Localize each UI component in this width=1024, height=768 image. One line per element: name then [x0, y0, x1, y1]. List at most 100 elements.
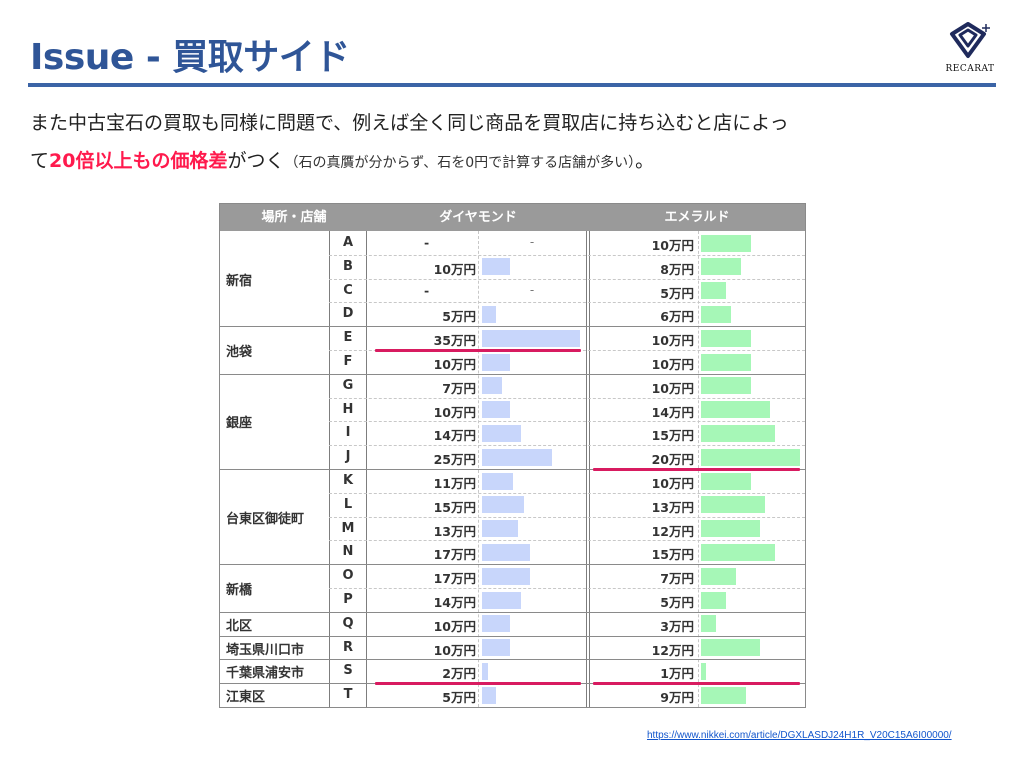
diamond-bar	[482, 353, 510, 371]
shop-label: L	[343, 496, 353, 512]
row-divider	[329, 516, 805, 518]
source-link[interactable]: https://www.nikkei.com/article/DGXLASDJ2…	[647, 730, 952, 741]
area-label: 台東区御徒町	[226, 511, 305, 527]
diamond-price: 35万円	[433, 333, 476, 349]
diamond-bar	[482, 258, 510, 276]
recarat-logo: RECARAT	[940, 22, 1000, 78]
shop-label: A	[342, 235, 354, 250]
diamond-bar-empty: -	[529, 282, 535, 297]
row-divider	[220, 373, 805, 375]
shop-label: P	[343, 592, 353, 607]
shop-label: J	[345, 449, 351, 465]
emerald-bar	[701, 520, 761, 538]
diamond-price: 15万円	[433, 499, 476, 515]
body-text-note: （石の真贋が分からず、石を0円で計算する店舗が多い）	[284, 155, 636, 171]
diamond-bar	[482, 329, 580, 347]
area-label: 千葉県浦安市	[226, 666, 305, 682]
emerald-bar	[701, 329, 751, 347]
body-text-line-1: また中古宝石の買取も同様に問題で、例えば全く同じ商品を買取店に持ち込むと店によっ	[30, 112, 789, 134]
emerald-bar	[701, 282, 726, 300]
row-divider	[329, 278, 805, 280]
shop-label: B	[343, 258, 353, 274]
emerald-bar	[701, 591, 726, 609]
diamond-bar	[482, 520, 519, 538]
diamond-bar-empty: -	[529, 235, 535, 249]
diamond-bar	[482, 496, 524, 514]
row-divider	[220, 611, 805, 613]
diamond-highlight-line	[375, 348, 581, 352]
shop-label: G	[342, 377, 354, 393]
diamond-bar	[482, 377, 502, 395]
emerald-price: 5万円	[660, 595, 694, 610]
diamond-bar	[482, 424, 522, 442]
diamond-price: -	[424, 282, 430, 298]
row-divider	[220, 326, 805, 328]
diamond-bar	[482, 567, 530, 585]
emerald-price: 9万円	[660, 690, 694, 706]
diamond-bar	[482, 639, 510, 657]
emerald-price: 12万円	[651, 642, 694, 658]
diamond-price: 14万円	[433, 595, 476, 610]
emerald-bar	[701, 662, 706, 680]
diamond-bar	[482, 472, 513, 490]
header-diamond: ダイヤモンド	[439, 210, 517, 225]
diamond-price: 10万円	[433, 357, 476, 372]
shop-label: T	[343, 687, 353, 703]
emerald-price: 10万円	[651, 238, 694, 253]
diamond-price: 2万円	[442, 666, 476, 682]
emerald-price: 7万円	[660, 571, 694, 587]
price-comparison-table: 場所・店舗 ダイヤモンド エメラルド 新宿 池袋 銀座 台東区御徒町 新橋 北区 埼玉県川口…	[219, 203, 806, 708]
row-divider	[329, 445, 805, 447]
emerald-price: 10万円	[651, 380, 694, 396]
diamond-price: 10万円	[433, 261, 476, 277]
emerald-price: 3万円	[660, 618, 694, 634]
area-label: 新宿	[226, 273, 253, 289]
area-label: 池袋	[226, 345, 253, 360]
shop-label: D	[342, 306, 354, 322]
diamond-bar	[482, 543, 530, 561]
body-text-prefix: て	[30, 150, 50, 172]
diamond-price: 10万円	[433, 642, 476, 658]
diamond-price: -	[424, 235, 430, 250]
shop-label: S	[343, 663, 353, 679]
diamond-bar	[482, 305, 496, 323]
emerald-bar	[701, 615, 716, 633]
emerald-price: 15万円	[651, 547, 694, 563]
diamond-price: 17万円	[433, 571, 476, 587]
diamond-logo-icon	[950, 22, 990, 58]
area-label: 北区	[226, 618, 253, 634]
diamond-bar	[482, 448, 552, 466]
row-divider	[220, 469, 805, 470]
diamond-price: 11万円	[433, 476, 476, 491]
diamond-price: 7万円	[442, 380, 476, 396]
emerald-bar	[701, 567, 736, 585]
emerald-price: 8万円	[660, 261, 694, 277]
emerald-bar	[701, 448, 800, 466]
emerald-bar	[701, 543, 776, 561]
emerald-highlight-line	[593, 467, 800, 471]
emerald-bar	[701, 472, 751, 490]
row-divider	[329, 302, 805, 304]
diamond-bar	[482, 662, 488, 680]
emerald-bar	[701, 258, 741, 276]
emerald-bar	[701, 234, 751, 252]
area-label: 銀座	[226, 416, 253, 432]
area-label: 埼玉県川口市	[226, 642, 305, 658]
diamond-price: 25万円	[433, 452, 476, 468]
row-divider	[329, 540, 805, 542]
header-emerald: エメラルド	[664, 210, 730, 225]
emerald-bar	[701, 353, 751, 371]
row-divider	[329, 421, 805, 423]
emerald-price: 1万円	[660, 666, 694, 682]
diamond-bar	[482, 401, 510, 419]
shop-label: O	[342, 568, 354, 584]
emerald-bar	[701, 377, 751, 395]
row-divider	[220, 659, 805, 661]
row-divider	[329, 254, 805, 256]
diamond-price: 10万円	[433, 404, 476, 420]
diamond-price: 5万円	[442, 309, 476, 325]
diamond-bar	[482, 686, 496, 704]
emerald-bar	[701, 424, 776, 442]
shop-label: E	[343, 330, 353, 346]
emerald-bar	[701, 305, 731, 323]
